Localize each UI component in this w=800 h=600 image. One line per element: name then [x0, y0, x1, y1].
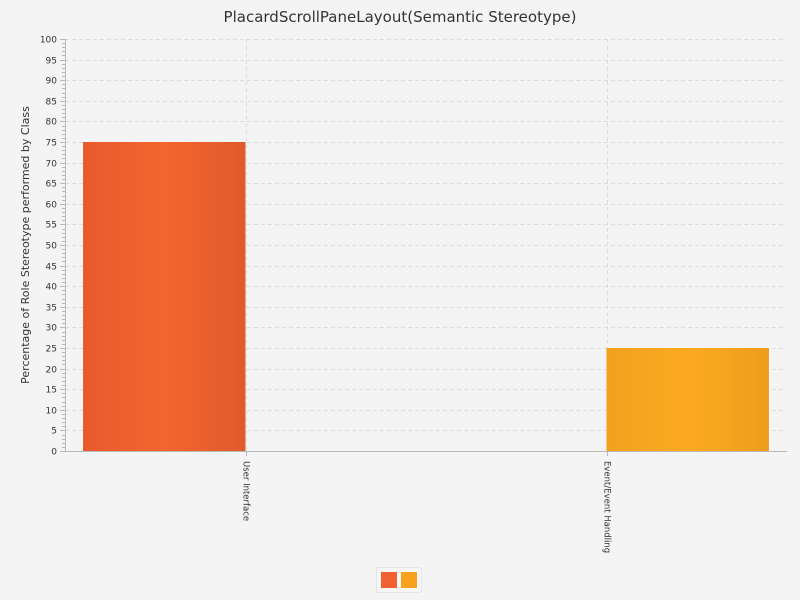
y-axis-label: Percentage of Role Stereotype performed … — [19, 106, 32, 384]
y-tick-label: 20 — [46, 366, 58, 376]
legend-swatch-series-1 — [381, 572, 397, 588]
y-tick-label: 90 — [46, 77, 58, 87]
y-tick-label: 100 — [40, 36, 57, 46]
y-tick-label: 15 — [46, 386, 57, 396]
y-tick-label: 35 — [46, 304, 57, 314]
y-tick-label: 40 — [46, 283, 58, 293]
y-tick-label: 10 — [46, 407, 58, 417]
axes: 0 5 10 15 20 25 30 35 40 45 50 55 60 65 70 75 80 85 90 95 10… — [40, 36, 787, 553]
chart-title: PlacardScrollPaneLayout(Semantic Stereot… — [223, 8, 577, 26]
x-category-label: User Interface — [241, 461, 251, 521]
y-tick-label: 50 — [46, 242, 58, 252]
legend-swatch-series-2 — [401, 572, 417, 588]
y-tick-label: 60 — [46, 201, 58, 211]
bars — [83, 142, 769, 451]
y-tick-label: 80 — [46, 118, 58, 128]
y-tick-label: 55 — [46, 221, 57, 231]
bar-user-interface — [83, 142, 246, 451]
y-tick-label: 0 — [51, 448, 57, 458]
y-tick-label: 25 — [46, 345, 57, 355]
y-tick-label: 65 — [46, 180, 57, 190]
y-tick-label: 75 — [46, 139, 57, 149]
y-tick-label: 30 — [46, 324, 58, 334]
y-tick-label: 5 — [51, 427, 57, 437]
bar-event-event-handling — [606, 348, 769, 451]
y-tick-label: 45 — [46, 263, 57, 273]
legend — [376, 567, 422, 593]
y-tick-label: 70 — [46, 160, 58, 170]
y-tick-label: 95 — [46, 57, 57, 67]
x-category-label: Event/Event Handling — [602, 461, 612, 553]
y-tick-label: 85 — [46, 98, 57, 108]
